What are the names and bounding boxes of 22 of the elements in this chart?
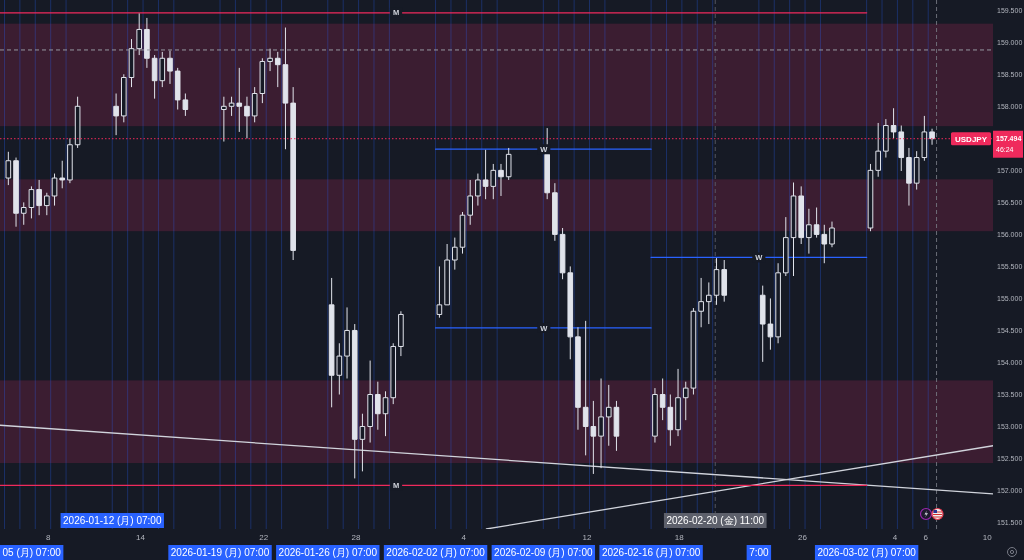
x-tick-label: 8 [45,532,51,542]
ref-line-x-label: 2026-02-20 (金) 11:00 [663,513,767,528]
ref-line-x-label: 2026-03-02 (月) 07:00 [814,545,919,560]
x-tick-label: 10 [982,532,993,542]
x-tick-label: 26 [798,532,808,542]
ref-line-x-label: 2026-02-02 (月) 07:00 [383,545,488,560]
ref-line-x-label: 2026-02-09 (月) 07:00 [491,545,596,560]
ref-line-x-label: 2026-01-19 (月) 07:00 [168,545,272,560]
ref-line-x-label: 2026-01-12 (月) 07:00 [60,513,164,528]
x-tick-label: 14 [136,532,146,542]
x-tick-label: 4 [461,532,467,542]
x-tick-label: 6 [923,532,929,542]
ref-line-x-label: 7:00 [746,545,772,560]
ref-line-label: USDJPY [951,132,991,146]
x-tick-label: 4 [892,532,898,542]
x-tick-label: 22 [259,532,269,542]
x-tick-label: 28 [351,532,362,542]
ref-line-x-label: 2026-01-26 (月) 07:00 [276,545,380,560]
x-tick-label: 12 [582,532,592,542]
ref-line-x-label: 2026-02-16 (月) 07:00 [599,545,703,560]
x-tick-label: 18 [674,532,685,542]
ref-line-x-label: 05 (月) 07:00 [0,545,64,560]
